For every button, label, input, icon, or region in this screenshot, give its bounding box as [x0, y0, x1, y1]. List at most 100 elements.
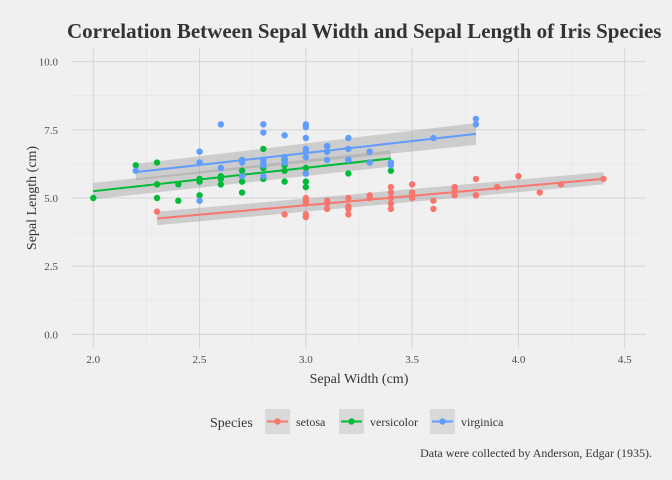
y-axis-title: Sepal Length (cm) [25, 146, 40, 251]
setosa-point [408, 189, 416, 196]
versicolor-point [217, 172, 225, 180]
virginica-point [196, 159, 203, 166]
virginica-point [281, 132, 288, 139]
setosa-point [430, 197, 437, 204]
setosa-point [408, 181, 416, 188]
virginica-point [366, 159, 373, 166]
virginica-point [430, 134, 437, 142]
legend-item-setosa: setosa [265, 409, 326, 434]
virginica-point [196, 197, 203, 204]
virginica-point [345, 145, 352, 153]
virginica-point [302, 145, 310, 153]
virginica-point [345, 134, 352, 142]
setosa-point [302, 194, 310, 202]
y-tick-label: 5.0 [44, 193, 58, 205]
versicolor-point [217, 181, 225, 188]
versicolor-point [302, 164, 310, 172]
versicolor-point [345, 170, 352, 177]
virginica-point [323, 148, 331, 155]
virginica-point [323, 142, 331, 150]
setosa-point [345, 205, 352, 213]
virginica-point [302, 153, 310, 161]
virginica-point [217, 164, 225, 172]
versicolor-point [153, 159, 161, 166]
legend-key-point [439, 418, 446, 425]
virginica-point [345, 156, 352, 164]
setosa-point [387, 205, 395, 213]
virginica-point [132, 167, 139, 174]
versicolor-point [90, 194, 97, 202]
setosa-fit-line [156, 177, 604, 220]
virginica-point [196, 148, 203, 155]
setosa-point [536, 189, 543, 196]
setosa-point [345, 194, 352, 202]
setosa-point [366, 192, 373, 199]
virginica-point [387, 159, 395, 166]
versicolor-point [302, 183, 310, 191]
setosa-point [493, 183, 501, 191]
versicolor-point [132, 162, 139, 169]
virginica-point [281, 153, 288, 161]
virginica-point [366, 148, 373, 155]
legend-title: Species [210, 416, 253, 431]
setosa-point [302, 211, 310, 218]
y-tick-label: 0.0 [44, 329, 58, 341]
virginica-point [472, 115, 480, 123]
legend-label: setosa [296, 415, 326, 429]
y-tick-label: 10.0 [39, 57, 59, 69]
virginica-point [472, 121, 480, 128]
versicolor-point [175, 197, 182, 204]
setosa-point [557, 181, 565, 188]
setosa-point [451, 192, 458, 199]
versicolor-point [281, 178, 288, 185]
x-tick-labels: 2.0 2.5 3.0 3.5 4.0 4.5 [86, 354, 632, 366]
setosa-point [387, 189, 395, 196]
versicolor-point [302, 178, 310, 185]
versicolor-point [238, 178, 246, 185]
legend-label: versicolor [370, 415, 418, 429]
virginica-point [260, 156, 267, 164]
versicolor-point [196, 192, 203, 199]
legend-item-versicolor: versicolor [339, 409, 418, 434]
setosa-point [281, 211, 288, 218]
versicolor-point [260, 145, 267, 153]
caption: Data were collected by Anderson, Edgar (… [420, 446, 652, 460]
x-tick-label: 3.5 [405, 354, 419, 366]
virginica-point [260, 121, 267, 128]
setosa-point [345, 211, 352, 218]
versicolor-point [238, 189, 246, 196]
data-points [90, 115, 607, 221]
legend-item-virginica: virginica [430, 409, 504, 434]
setosa-point [451, 183, 458, 191]
setosa-point [387, 200, 395, 207]
virginica-point [302, 170, 310, 177]
chart-title: Correlation Between Sepal Width and Sepa… [67, 19, 661, 43]
versicolor-point [238, 167, 246, 174]
y-tick-label: 2.5 [44, 261, 58, 273]
legend-key-point [274, 418, 281, 425]
setosa-point [515, 172, 522, 180]
x-tick-label: 2.0 [86, 354, 100, 366]
virginica-point [238, 156, 246, 164]
setosa-point [323, 197, 331, 204]
setosa-point [323, 205, 331, 213]
setosa-point [472, 192, 480, 199]
setosa-point [387, 183, 395, 191]
x-tick-label: 2.5 [193, 354, 207, 366]
setosa-point [472, 175, 480, 183]
setosa-point [430, 205, 437, 213]
versicolor-point [153, 194, 161, 202]
versicolor-point [153, 181, 161, 188]
y-tick-label: 7.5 [44, 125, 58, 137]
virginica-point [323, 156, 331, 164]
versicolor-point [175, 181, 182, 188]
versicolor-point [387, 167, 395, 174]
virginica-point [260, 129, 267, 136]
versicolor-point [196, 175, 203, 183]
x-tick-label: 4.0 [512, 354, 526, 366]
x-tick-label: 4.5 [618, 354, 632, 366]
x-tick-label: 3.0 [299, 354, 313, 366]
setosa-point [387, 194, 395, 202]
